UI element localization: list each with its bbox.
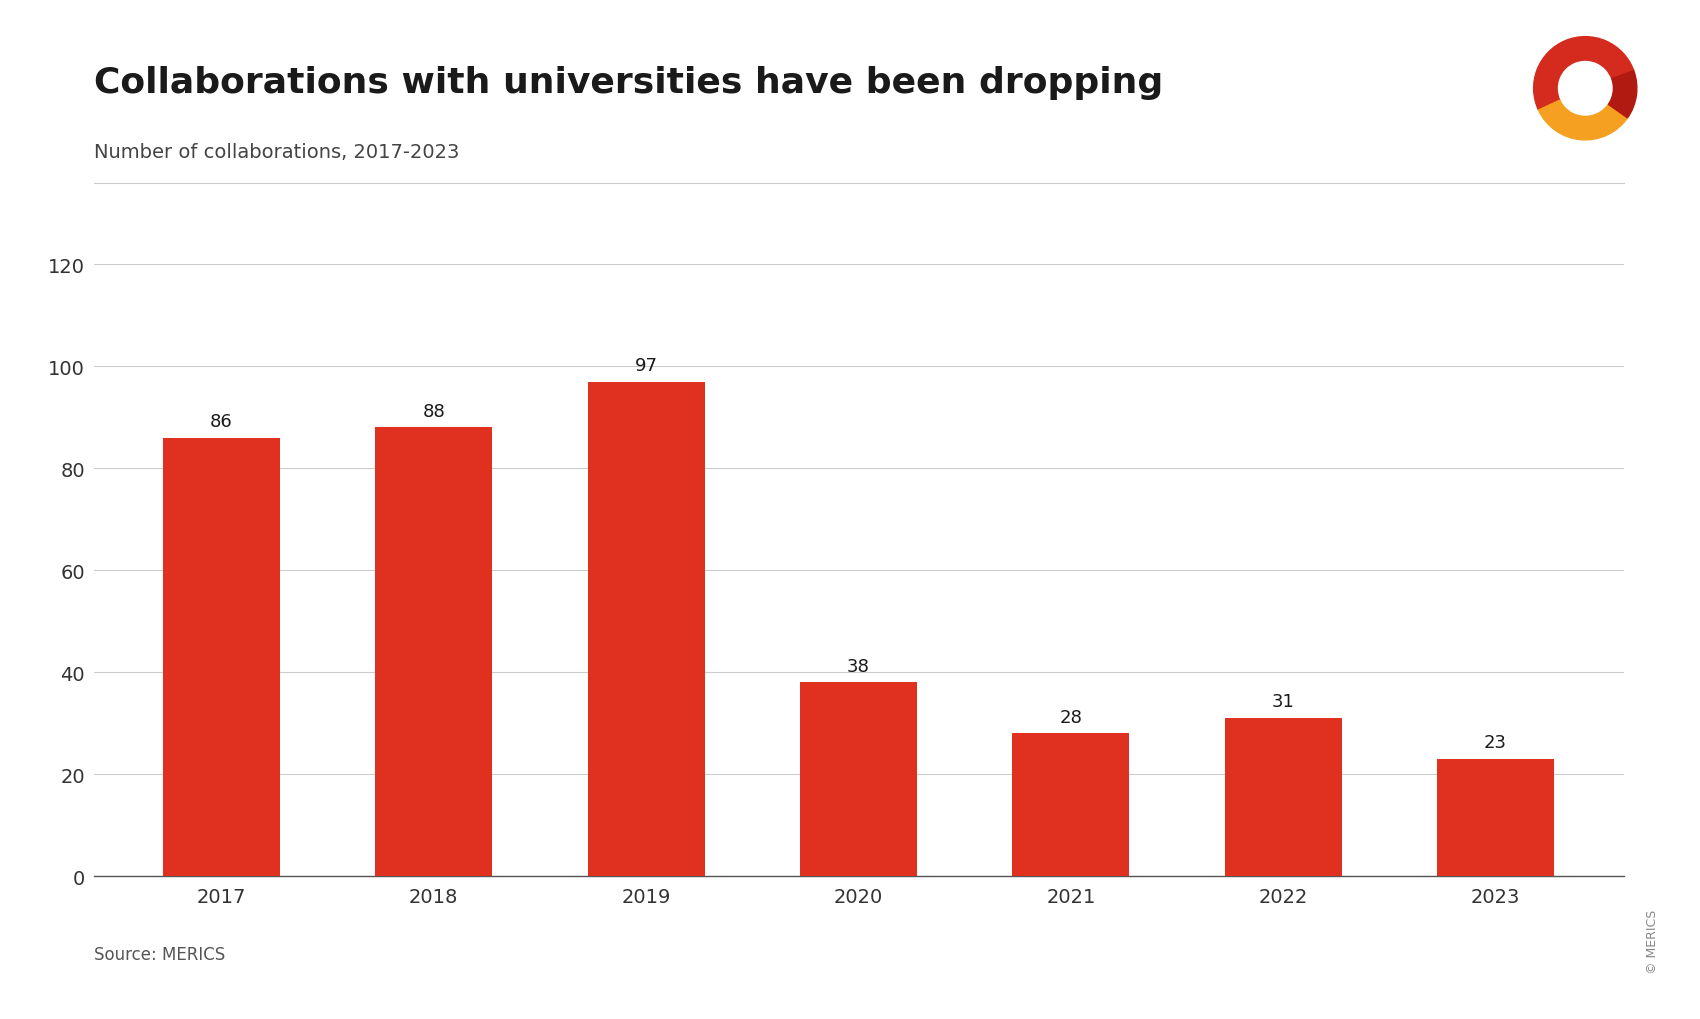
Text: 88: 88 bbox=[422, 403, 445, 420]
Text: Source: MERICS: Source: MERICS bbox=[94, 945, 224, 963]
Bar bbox=[1224, 718, 1341, 876]
Bar bbox=[376, 428, 493, 876]
Wedge shape bbox=[1608, 71, 1637, 119]
Wedge shape bbox=[1533, 38, 1634, 111]
Text: 86: 86 bbox=[211, 413, 233, 430]
Bar bbox=[588, 382, 704, 876]
Text: Number of collaborations, 2017-2023: Number of collaborations, 2017-2023 bbox=[94, 143, 459, 162]
Bar bbox=[1013, 734, 1129, 876]
Wedge shape bbox=[1538, 101, 1627, 141]
Text: 23: 23 bbox=[1484, 734, 1508, 751]
Text: 31: 31 bbox=[1272, 693, 1295, 711]
Text: Collaborations with universities have been dropping: Collaborations with universities have be… bbox=[94, 66, 1163, 100]
Text: 28: 28 bbox=[1059, 708, 1083, 726]
Bar bbox=[1436, 759, 1554, 876]
Text: © MERICS: © MERICS bbox=[1646, 909, 1659, 973]
Text: 97: 97 bbox=[634, 357, 658, 374]
Text: 38: 38 bbox=[847, 657, 870, 675]
Bar bbox=[163, 438, 280, 876]
Bar bbox=[801, 683, 916, 876]
